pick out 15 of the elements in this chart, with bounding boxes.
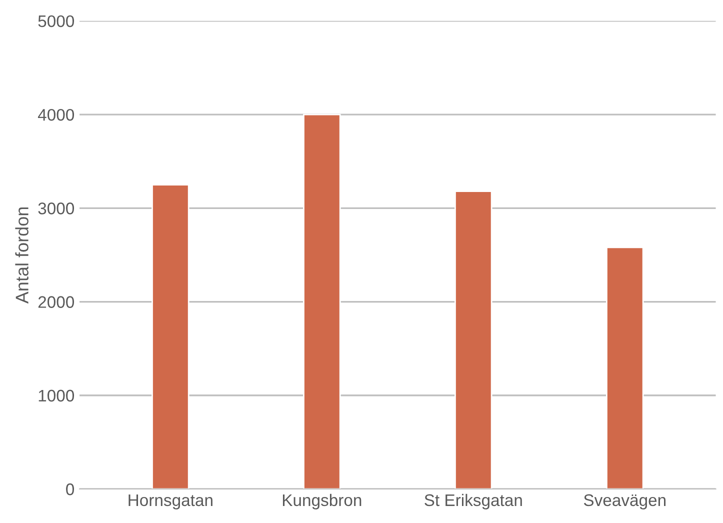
bar [303,114,341,490]
y-tick-label: 3000 [38,202,74,214]
bar [606,246,644,490]
y-tick-label: 2000 [38,296,74,308]
y-tick-label: 1000 [38,390,74,402]
x-tick-label: Kungsbron [282,494,362,510]
x-tick-label: Sveavägen [584,494,666,510]
x-tick-label: Hornsgatan [128,494,212,510]
x-tick-label: St Eriksgatan [424,494,522,510]
y-axis-title: Antal fordon [15,207,28,304]
bar [152,184,190,490]
y-tick-label: 4000 [38,108,74,121]
bar [454,190,492,490]
y-tick-label: 0 [66,483,74,496]
y-tick-label: 5000 [38,15,74,28]
